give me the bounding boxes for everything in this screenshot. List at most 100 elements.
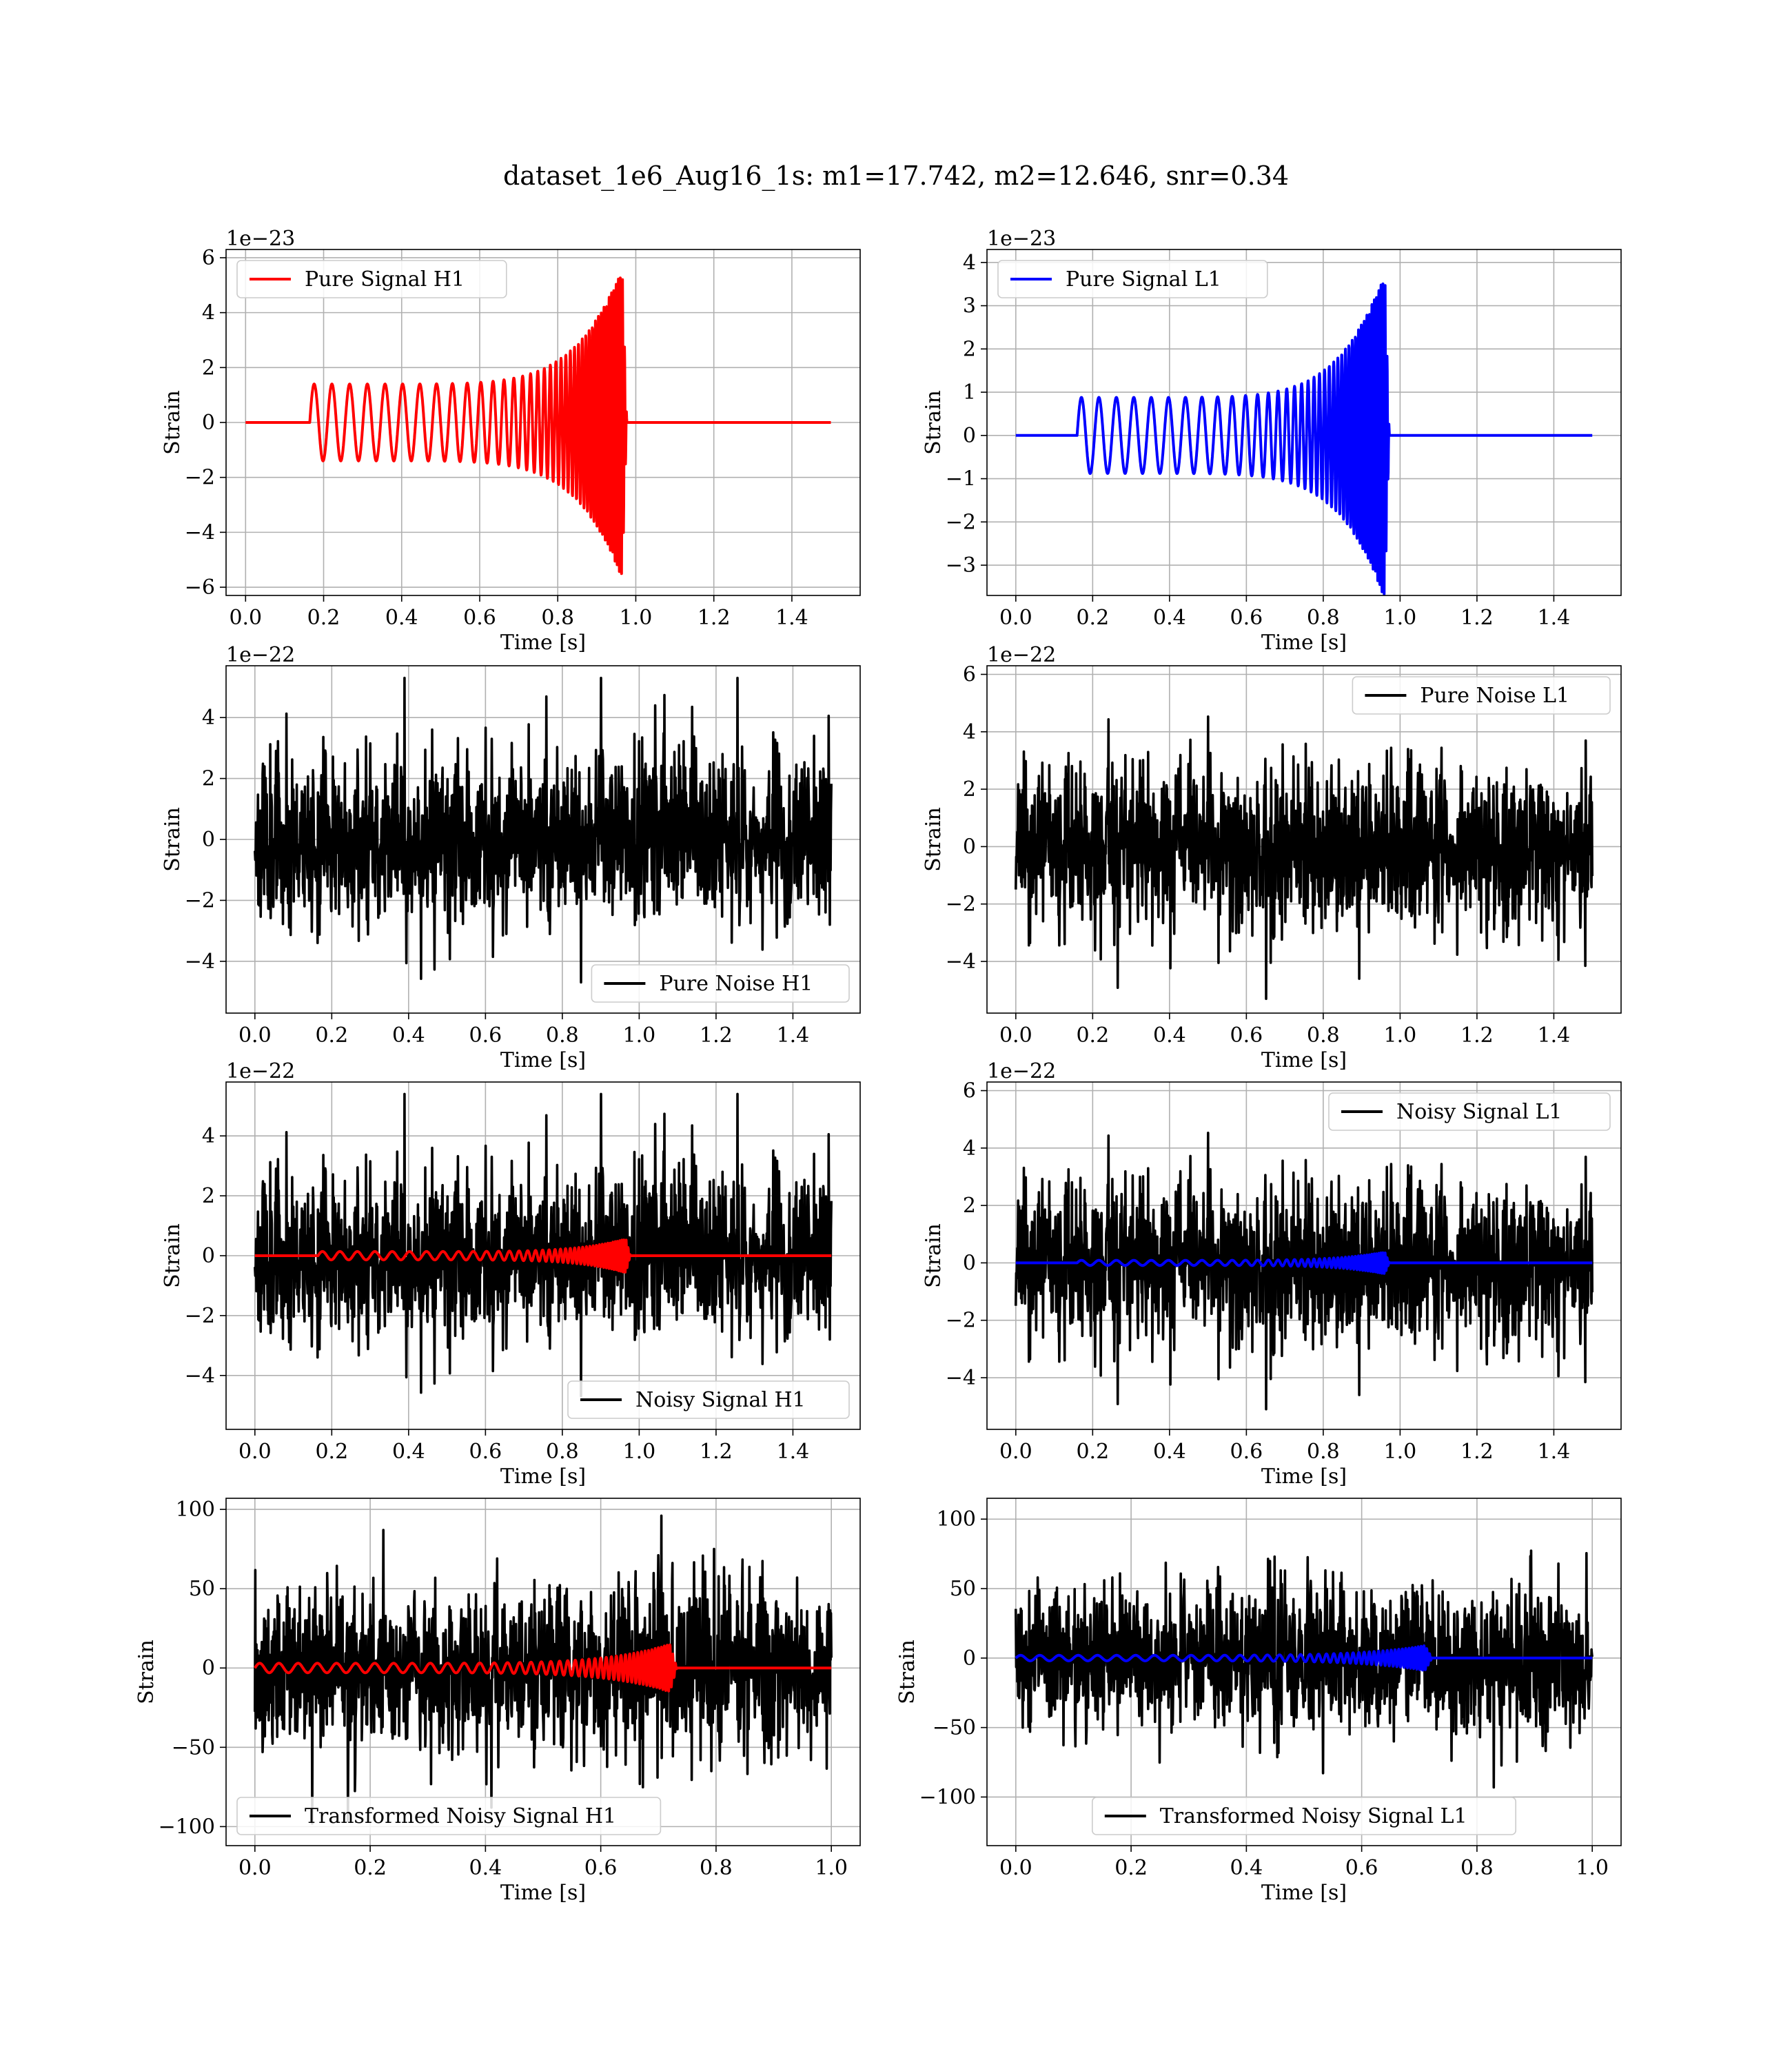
x-tick-label: 0.0 xyxy=(238,1023,272,1048)
x-tick-label: 1.0 xyxy=(623,1440,656,1464)
legend-box xyxy=(567,1380,850,1419)
y-tick-label: −100 xyxy=(159,1815,215,1839)
x-tick-label: 1.4 xyxy=(1538,606,1571,630)
y-tick-label: −4 xyxy=(185,950,215,974)
legend-box xyxy=(591,964,850,1003)
x-tick-label: 0.6 xyxy=(584,1856,618,1880)
legend-box xyxy=(1092,1797,1517,1835)
y-tick-label: 4 xyxy=(963,1136,976,1161)
x-tick-label: 1.4 xyxy=(777,1440,810,1464)
subplot-noisy-signal-h1: 0.0 0.2 0.4 0.6 0.8 1.0 1.2 1.4 −4 −2 0 2 4 Time [s] S… xyxy=(161,1059,861,1489)
x-tick-label: 0.8 xyxy=(1307,1440,1340,1464)
axes-frame xyxy=(225,1498,861,1846)
y-tick-label: 4 xyxy=(202,1124,215,1148)
legend-label: Transformed Noisy Signal L1 xyxy=(1160,1804,1467,1828)
series-line-signal-l1 xyxy=(1015,1251,1594,1275)
y-tick-label: 0 xyxy=(963,1646,976,1671)
y-tick-label: 6 xyxy=(963,1079,976,1103)
x-tick-label: 1.0 xyxy=(1384,1023,1417,1048)
y-tick-label: 6 xyxy=(963,662,976,686)
y-tick-label: 2 xyxy=(202,767,215,791)
y-tick-label: −2 xyxy=(946,510,976,534)
y-tick-label: 50 xyxy=(189,1577,215,1601)
x-tick-label: 0.2 xyxy=(1076,1440,1109,1464)
y-tick-label: 2 xyxy=(202,1184,215,1208)
x-tick-label: 0.8 xyxy=(541,606,574,630)
y-axis-label: Strain xyxy=(161,390,185,455)
x-tick-label: 0.8 xyxy=(546,1440,579,1464)
legend-label: Pure Signal L1 xyxy=(1066,267,1221,292)
series-line-pure-noise-h1 xyxy=(254,676,833,984)
x-tick-label: 0.4 xyxy=(1230,1856,1263,1880)
x-axis-label: Time [s] xyxy=(500,1465,586,1489)
x-tick-label: 0.6 xyxy=(1230,1023,1263,1048)
axes-frame xyxy=(986,665,1622,1014)
series-line-pure-signal-h1 xyxy=(244,276,833,575)
legend-box xyxy=(1352,676,1611,715)
legend-label: Noisy Signal H1 xyxy=(635,1388,806,1412)
series-line-noisy-signal-h1 xyxy=(254,1092,833,1398)
x-tick-label: 0.8 xyxy=(546,1023,579,1048)
subplot-noisy-signal-l1: 0.0 0.2 0.4 0.6 0.8 1.0 1.2 1.4 −4 −2 0 2 4 6 Time [s]… xyxy=(922,1059,1622,1489)
y-tick-label: 0 xyxy=(202,1244,215,1268)
y-tick-label: −4 xyxy=(946,1366,976,1390)
x-tick-label: 0.2 xyxy=(307,606,340,630)
x-tick-label: 0.0 xyxy=(999,1440,1032,1464)
subplot-transformed-noisy-signal-l1: 0.0 0.2 0.4 0.6 0.8 1.0 −100 −50 0 50 100 Time [s] S… xyxy=(895,1498,1622,1905)
y-tick-label: 0 xyxy=(963,424,976,448)
y-axis-label: Strain xyxy=(895,1640,919,1704)
subplot-pure-noise-l1: 0.0 0.2 0.4 0.6 0.8 1.0 1.2 1.4 −4 −2 0 2 4 6 Time [s]… xyxy=(922,643,1622,1072)
y-offset-text: 1e−22 xyxy=(226,1059,295,1083)
x-tick-label: 0.6 xyxy=(1230,1440,1263,1464)
y-axis-label: Strain xyxy=(922,390,946,455)
axes-frame xyxy=(986,249,1622,596)
y-tick-label: −50 xyxy=(933,1716,976,1740)
x-tick-label: 1.0 xyxy=(1384,1440,1417,1464)
x-tick-label: 1.2 xyxy=(1460,606,1494,630)
subplot-pure-signal-h1: 0.0 0.2 0.4 0.6 0.8 1.0 1.2 1.4 −6 −4 −2 0 2 4 6 Time [… xyxy=(161,227,861,655)
y-tick-label: 2 xyxy=(202,356,215,380)
legend: Transformed Noisy Signal H1 xyxy=(236,1797,662,1835)
legend: Transformed Noisy Signal L1 xyxy=(1092,1797,1517,1835)
x-tick-label: 0.6 xyxy=(469,1440,502,1464)
x-tick-label: 1.4 xyxy=(777,1023,810,1048)
y-tick-label: −4 xyxy=(185,1364,215,1388)
legend-label: Pure Signal H1 xyxy=(305,267,465,292)
y-axis-label: Strain xyxy=(161,1223,185,1288)
legend-label: Pure Noise L1 xyxy=(1420,684,1569,708)
legend-label: Pure Noise H1 xyxy=(659,972,813,996)
x-tick-label: 0.0 xyxy=(238,1856,272,1880)
x-tick-label: 0.4 xyxy=(469,1856,502,1880)
x-axis-label: Time [s] xyxy=(1261,1048,1347,1072)
y-tick-label: −2 xyxy=(185,466,215,490)
x-tick-label: 0.8 xyxy=(700,1856,733,1880)
y-tick-label: 0 xyxy=(202,828,215,852)
legend-label: Noisy Signal L1 xyxy=(1396,1100,1562,1124)
y-tick-label: 4 xyxy=(202,706,215,730)
y-tick-label: −3 xyxy=(946,553,976,578)
y-tick-label: 0 xyxy=(963,835,976,859)
legend: Pure Noise L1 xyxy=(1352,676,1611,715)
legend: Noisy Signal H1 xyxy=(567,1380,850,1419)
x-tick-label: 1.2 xyxy=(700,1440,733,1464)
x-tick-label: 0.6 xyxy=(1230,606,1263,630)
subplot-transformed-noisy-signal-h1: 0.0 0.2 0.4 0.6 0.8 1.0 −100 −50 0 50 100 Time [s] S… xyxy=(134,1498,861,1905)
y-tick-label: 0 xyxy=(963,1251,976,1275)
x-tick-label: 1.0 xyxy=(1576,1856,1609,1880)
y-tick-label: 50 xyxy=(950,1577,976,1601)
x-tick-label: 1.0 xyxy=(815,1856,848,1880)
x-axis-label: Time [s] xyxy=(500,631,586,655)
x-tick-label: 0.0 xyxy=(999,1856,1032,1880)
x-tick-label: 0.4 xyxy=(1153,1440,1186,1464)
x-tick-label: 0.4 xyxy=(392,1023,425,1048)
subplot-pure-noise-h1: 0.0 0.2 0.4 0.6 0.8 1.0 1.2 1.4 −4 −2 0 2 4 Time [s] S… xyxy=(161,643,861,1072)
y-tick-label: −2 xyxy=(946,1309,976,1333)
y-offset-text: 1e−23 xyxy=(226,227,295,251)
y-tick-label: 100 xyxy=(937,1507,976,1531)
y-offset-text: 1e−22 xyxy=(987,643,1056,667)
x-tick-label: 1.2 xyxy=(1460,1440,1494,1464)
x-tick-label: 1.0 xyxy=(1384,606,1417,630)
y-axis-label: Strain xyxy=(922,807,946,872)
legend-label: Transformed Noisy Signal H1 xyxy=(305,1804,616,1828)
